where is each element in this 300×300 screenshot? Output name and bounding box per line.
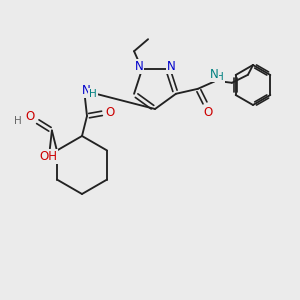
Text: N: N [209,68,218,81]
Text: N: N [135,60,143,73]
Text: N: N [167,60,175,73]
Text: N: N [82,85,90,98]
Text: H: H [14,116,22,125]
Text: O: O [25,110,34,123]
Text: O: O [105,106,115,118]
Text: H: H [89,89,97,99]
Text: O: O [203,106,212,119]
Text: H: H [216,72,224,82]
Text: OH: OH [39,150,57,163]
